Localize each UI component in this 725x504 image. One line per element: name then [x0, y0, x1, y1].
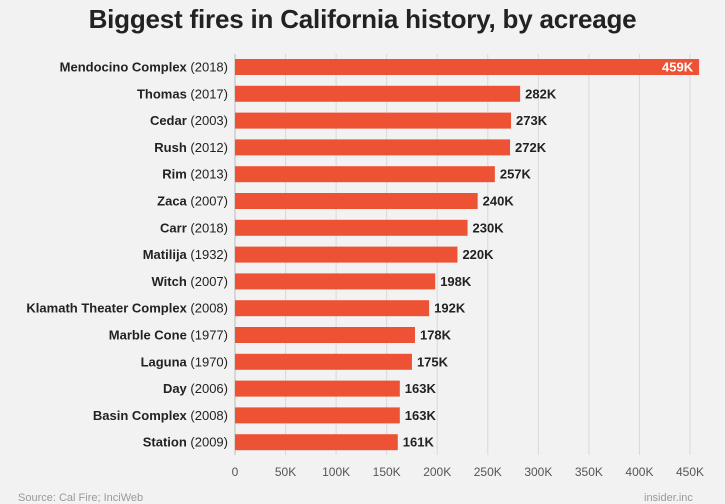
category-year: (2008) — [187, 408, 228, 423]
category-name: Rush — [154, 140, 187, 155]
bar — [235, 139, 511, 156]
x-tick-label: 150K — [373, 465, 401, 479]
x-tick-label: 0 — [232, 465, 239, 479]
category-year: (1970) — [187, 354, 228, 369]
bar — [235, 59, 700, 75]
category-label: Marble Cone (1977) — [109, 328, 228, 343]
value-label: 240K — [483, 194, 515, 209]
category-name: Thomas — [137, 86, 187, 101]
category-name: Day — [163, 381, 188, 396]
category-label: Day (2006) — [163, 381, 228, 396]
category-label: Mendocino Complex (2018) — [60, 60, 228, 75]
source-note: Source: Cal Fire; InciWeb — [18, 492, 144, 504]
value-label: 273K — [516, 113, 548, 128]
category-label: Station (2009) — [143, 435, 228, 450]
value-label: 175K — [417, 354, 449, 369]
bar — [235, 380, 400, 397]
category-name: Zaca — [157, 194, 187, 209]
bar — [235, 353, 412, 370]
x-tick-label: 100K — [322, 465, 350, 479]
bar — [235, 327, 415, 343]
category-year: (2003) — [187, 113, 228, 128]
category-name: Laguna — [141, 354, 188, 369]
value-label: 163K — [405, 408, 437, 423]
category-name: Matilija — [143, 247, 188, 262]
category-year: (2018) — [187, 220, 228, 235]
bar — [235, 85, 521, 102]
bar — [235, 193, 478, 209]
category-label: Klamath Theater Complex (2008) — [26, 301, 228, 316]
category-label: Thomas (2017) — [137, 86, 228, 101]
value-label: 198K — [440, 274, 472, 289]
category-label: Matilija (1932) — [143, 247, 228, 262]
x-tick-label: 400K — [625, 465, 653, 479]
value-label: 459K — [662, 60, 694, 75]
bar — [235, 246, 458, 263]
category-label: Zaca (2007) — [157, 194, 228, 209]
category-label: Witch (2007) — [152, 274, 228, 289]
value-label: 257K — [500, 167, 532, 182]
value-label: 282K — [525, 86, 557, 101]
x-tick-label: 300K — [524, 465, 552, 479]
category-name: Klamath Theater Complex — [26, 301, 187, 316]
category-year: (2007) — [187, 274, 228, 289]
category-year: (2008) — [187, 301, 228, 316]
value-label: 230K — [473, 220, 505, 235]
value-label: 192K — [434, 301, 466, 316]
value-label: 220K — [462, 247, 494, 262]
category-year: (2009) — [187, 435, 228, 450]
chart-title: Biggest fires in California history, by … — [88, 4, 637, 34]
category-name: Basin Complex — [93, 408, 188, 423]
x-tick-label: 250K — [474, 465, 502, 479]
bar — [235, 300, 430, 317]
value-label: 178K — [420, 328, 452, 343]
bars — [235, 59, 700, 451]
category-label: Basin Complex (2008) — [93, 408, 228, 423]
x-tick-label: 200K — [423, 465, 451, 479]
category-label: Carr (2018) — [160, 220, 228, 235]
category-label: Rush (2012) — [154, 140, 228, 155]
brand-logo: insider.inc — [644, 492, 693, 504]
bar — [235, 407, 400, 424]
category-label: Cedar (2003) — [150, 113, 228, 128]
category-year: (2012) — [187, 140, 228, 155]
value-label: 163K — [405, 381, 437, 396]
category-year: (1977) — [187, 328, 228, 343]
category-name: Marble Cone — [109, 328, 187, 343]
bar — [235, 434, 398, 451]
bar — [235, 112, 512, 129]
category-name: Station — [143, 435, 187, 450]
category-name: Carr — [160, 220, 187, 235]
category-label: Rim (2013) — [162, 167, 228, 182]
x-tick-label: 50K — [275, 465, 296, 479]
x-axis-ticks: 0 50K 100K 150K 200K 250K 300K 350K 400K 450K — [232, 465, 704, 479]
category-name: Cedar — [150, 113, 187, 128]
value-label: 161K — [403, 435, 435, 450]
bar — [235, 273, 436, 290]
x-tick-label: 350K — [575, 465, 603, 479]
category-name: Witch — [152, 274, 187, 289]
value-labels: 459K 282K 273K 272K 257K 240K 230K 220K 198K 192K… — [403, 60, 694, 450]
bar — [235, 166, 495, 183]
category-year: (2017) — [187, 86, 228, 101]
category-year: (2013) — [187, 167, 228, 182]
category-year: (1932) — [187, 247, 228, 262]
category-year: (2007) — [187, 194, 228, 209]
bar — [235, 219, 468, 236]
category-name: Rim — [162, 167, 187, 182]
category-labels: Mendocino Complex (2018)Thomas (2017)Ced… — [26, 60, 228, 450]
category-year: (2018) — [187, 60, 228, 75]
x-tick-label: 450K — [676, 465, 704, 479]
category-year: (2006) — [187, 381, 228, 396]
value-label: 272K — [515, 140, 547, 155]
category-name: Mendocino Complex — [60, 60, 188, 75]
category-label: Laguna (1970) — [141, 354, 228, 369]
